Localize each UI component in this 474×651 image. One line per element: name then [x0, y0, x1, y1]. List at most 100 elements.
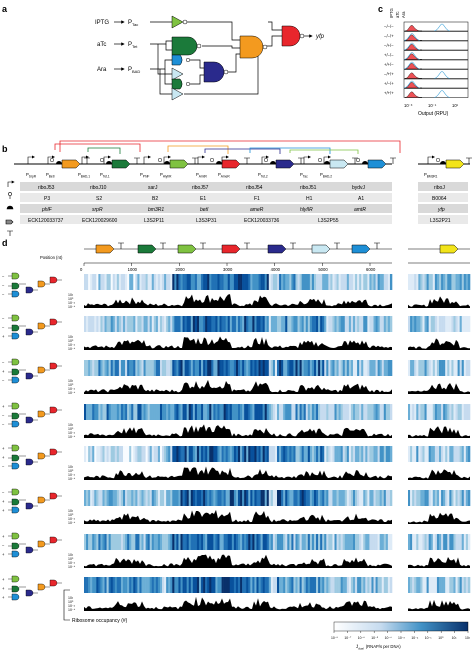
nor-gate-green	[171, 36, 198, 56]
d-heat-cell	[217, 534, 220, 550]
d-heat-cell	[336, 404, 339, 420]
d-heat-cell	[86, 274, 89, 290]
d-heat-cell	[340, 274, 344, 290]
d-heat-cell	[332, 316, 335, 332]
d-heat-cell-right	[453, 446, 456, 462]
d-heat-cell	[118, 534, 122, 550]
d-heat-cell	[143, 316, 146, 332]
d-heat-cell	[147, 534, 151, 550]
b-insulator-2	[157, 157, 163, 163]
c-hist-out-7	[433, 90, 451, 98]
d-heat-cell	[129, 360, 132, 376]
d-heat-cell	[98, 490, 101, 506]
d-heat-cell	[371, 490, 374, 506]
d-thumb-gate-1-1	[11, 324, 20, 332]
c-hist-out-6	[403, 80, 421, 89]
d-heat-cell	[166, 490, 169, 506]
d-heat-cell	[172, 316, 175, 332]
d-heat-cell	[229, 534, 233, 550]
d-heat-cell	[252, 404, 255, 420]
d-heat-cell	[318, 404, 321, 420]
c-hist-out-4	[403, 61, 421, 70]
d-heat-cell	[328, 490, 331, 506]
d-heat-cell	[307, 446, 311, 462]
d-heat-cell	[143, 534, 146, 550]
d-heat-cell	[96, 490, 99, 506]
d-heat-cell	[338, 577, 341, 593]
d-heat-cell	[324, 490, 327, 506]
d-heat-cell	[287, 404, 290, 420]
b-promoter-arrow-5	[168, 155, 171, 159]
d-heat-cell	[274, 316, 278, 332]
d-heat-cell-right	[457, 577, 460, 593]
d-heat-cell	[147, 360, 151, 376]
b-promoter-2	[81, 156, 87, 164]
d-heat-cell	[373, 577, 376, 593]
d-heat-cell	[270, 534, 274, 550]
d-heat-cell	[102, 360, 105, 376]
d-heat-cell	[133, 360, 136, 376]
d-heat-cell	[287, 577, 290, 593]
d-heat-cell	[357, 446, 360, 462]
d-heat-cell	[196, 577, 200, 593]
d-heat-cell	[357, 577, 360, 593]
d-heat-cell	[254, 316, 257, 332]
d-heat-cell-right	[418, 577, 421, 593]
b-prom-5: PHlyIIR	[160, 172, 172, 179]
d-heat-cell	[283, 360, 286, 376]
d-heat-cell	[147, 490, 151, 506]
d-heat-cell	[293, 577, 296, 593]
d-heat-cell	[225, 404, 229, 420]
d-ylabel-2-1: 10⁰	[68, 383, 74, 387]
d-heat-cell	[369, 274, 372, 290]
d-heat-cell	[174, 316, 177, 332]
d-heat-cell-right	[412, 404, 415, 420]
d-heat-cell	[359, 360, 362, 376]
d-heat-cell	[114, 274, 118, 290]
d-tick-label-4: 4000	[271, 267, 281, 272]
d-heat-cell	[379, 534, 383, 550]
cbar-tick-label-1: 10⁻⁷	[344, 636, 352, 640]
d-heat-cell-right	[418, 534, 421, 550]
d-heat-cell	[125, 446, 128, 462]
insulator-1: riboJ10	[90, 185, 107, 191]
d-heat-cell	[96, 534, 99, 550]
d-heat-cell	[369, 404, 372, 420]
d-heat-cell	[262, 577, 265, 593]
d-heat-cell	[209, 404, 212, 420]
d-heat-cell-right	[463, 490, 467, 506]
d-heat-cell	[231, 534, 235, 550]
d-heat-cell	[283, 490, 286, 506]
d-heat-cell	[355, 360, 358, 376]
d-heat-cell	[190, 446, 194, 462]
d-heat-cell-right	[428, 534, 432, 550]
d-thumb-gate-3-2	[11, 420, 20, 428]
d-heat-cell	[159, 316, 163, 332]
d-heat-cell	[123, 404, 126, 420]
d-ribosome-track-3	[84, 424, 392, 438]
d-heat-cell	[217, 360, 220, 376]
d-heat-cell	[90, 534, 93, 550]
d-heat-cell	[88, 446, 91, 462]
d-heat-cell	[231, 404, 235, 420]
d-heat-cell	[295, 490, 298, 506]
b-terminator-0	[84, 157, 90, 164]
d-heat-cell	[184, 490, 187, 506]
d-heat-cell	[361, 274, 364, 290]
d-heat-cell	[207, 534, 210, 550]
d-heat-cell-right	[432, 316, 436, 332]
d-heat-cell	[299, 316, 302, 332]
d-heat-cell-right	[465, 274, 469, 290]
d-heat-cell	[373, 490, 376, 506]
d-heat-cell	[225, 360, 229, 376]
d-terminator-0	[118, 242, 124, 249]
d-heat-cell	[198, 446, 202, 462]
d-heat-cell	[108, 274, 111, 290]
d-heat-cell	[365, 577, 368, 593]
d-heat-cell	[198, 360, 202, 376]
d-heat-cell	[86, 446, 89, 462]
b-gene-3	[221, 159, 241, 169]
d-heat-cell	[96, 360, 99, 376]
c-hist-neg-7	[404, 91, 423, 98]
